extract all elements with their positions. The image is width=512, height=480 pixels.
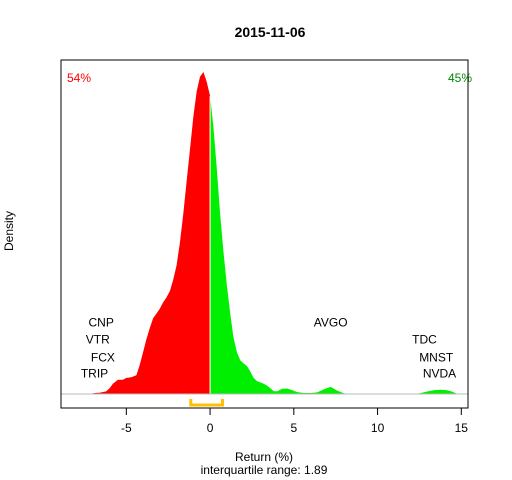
ticker-label: CNP [89, 316, 114, 330]
iqr-bracket-shape [189, 399, 224, 407]
x-tick-label: -5 [121, 421, 132, 435]
iqr-caption: interquartile range: 1.89 [201, 463, 328, 477]
positive-share-label: 45% [448, 71, 472, 85]
negative-density-area [89, 72, 211, 394]
x-tick-label: 10 [371, 421, 385, 435]
ticker-label: AVGO [314, 316, 348, 330]
ticker-label: NVDA [423, 366, 456, 380]
iqr-bracket [189, 399, 224, 407]
density-layer [89, 72, 458, 394]
plot-frame [60, 59, 469, 409]
ticker-label: TRIP [81, 366, 108, 380]
x-tick-label: 0 [207, 421, 214, 435]
negative-share-label: 54% [67, 71, 91, 85]
x-tick-label: 5 [290, 421, 297, 435]
y-axis-label: Density [2, 211, 16, 251]
ticker-label: MNST [419, 351, 454, 365]
ticker-label: FCX [91, 351, 115, 365]
x-tick-label: 15 [455, 421, 469, 435]
positive-density-area [210, 96, 458, 394]
ticker-label: TDC [412, 332, 437, 346]
x-axis: -5 0 5 10 15 [121, 407, 469, 435]
x-axis-label: Return (%) [235, 450, 293, 464]
ticker-label: VTR [86, 332, 110, 346]
chart-title: 2015-11-06 [235, 24, 306, 40]
